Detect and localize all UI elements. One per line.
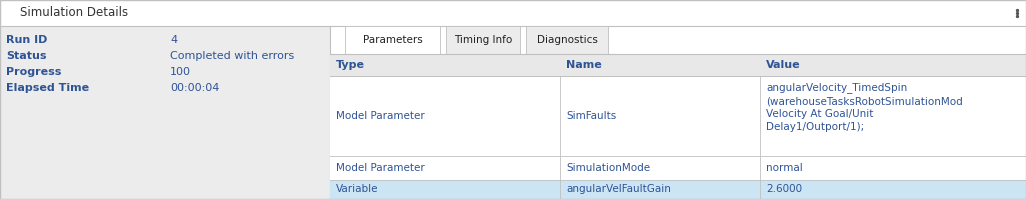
Bar [0, 26, 330, 199]
Bar [526, 26, 608, 54]
Text: Variable: Variable [336, 184, 379, 194]
Text: 4: 4 [170, 35, 177, 45]
Text: angularVelFaultGain: angularVelFaultGain [566, 184, 671, 194]
Text: Elapsed Time: Elapsed Time [6, 83, 89, 93]
Text: Parameters: Parameters [362, 35, 423, 45]
Text: Progress: Progress [6, 67, 62, 77]
Bar [345, 26, 440, 54]
Bar [446, 26, 520, 54]
Bar [330, 54, 1026, 76]
Text: 2.6000: 2.6000 [766, 184, 802, 194]
Text: Model Parameter: Model Parameter [336, 111, 425, 121]
Text: Simulation Details: Simulation Details [19, 7, 128, 20]
Text: 100: 100 [170, 67, 191, 77]
Bar [330, 180, 1026, 199]
Text: Name: Name [566, 60, 602, 70]
Text: Timing Info: Timing Info [453, 35, 512, 45]
Text: 00:00:04: 00:00:04 [170, 83, 220, 93]
Text: Type: Type [336, 60, 365, 70]
Bar [0, 0, 1026, 26]
Text: (warehouseTasksRobotSimulationMod: (warehouseTasksRobotSimulationMod [766, 96, 962, 106]
Text: SimFaults: SimFaults [566, 111, 617, 121]
Text: Value: Value [766, 60, 800, 70]
Text: normal: normal [766, 163, 802, 173]
Text: Delay1/Outport/1);: Delay1/Outport/1); [766, 122, 864, 132]
Text: Model Parameter: Model Parameter [336, 163, 425, 173]
Bar [330, 76, 1026, 156]
Text: Diagnostics: Diagnostics [537, 35, 597, 45]
Text: Velocity At Goal/Unit: Velocity At Goal/Unit [766, 109, 873, 119]
Text: SimulationMode: SimulationMode [566, 163, 650, 173]
Bar [330, 156, 1026, 180]
Text: Run ID: Run ID [6, 35, 47, 45]
Text: angularVelocity_TimedSpin: angularVelocity_TimedSpin [766, 83, 907, 94]
Bar [330, 26, 1026, 199]
Text: Status: Status [6, 51, 46, 61]
Text: Completed with errors: Completed with errors [170, 51, 294, 61]
